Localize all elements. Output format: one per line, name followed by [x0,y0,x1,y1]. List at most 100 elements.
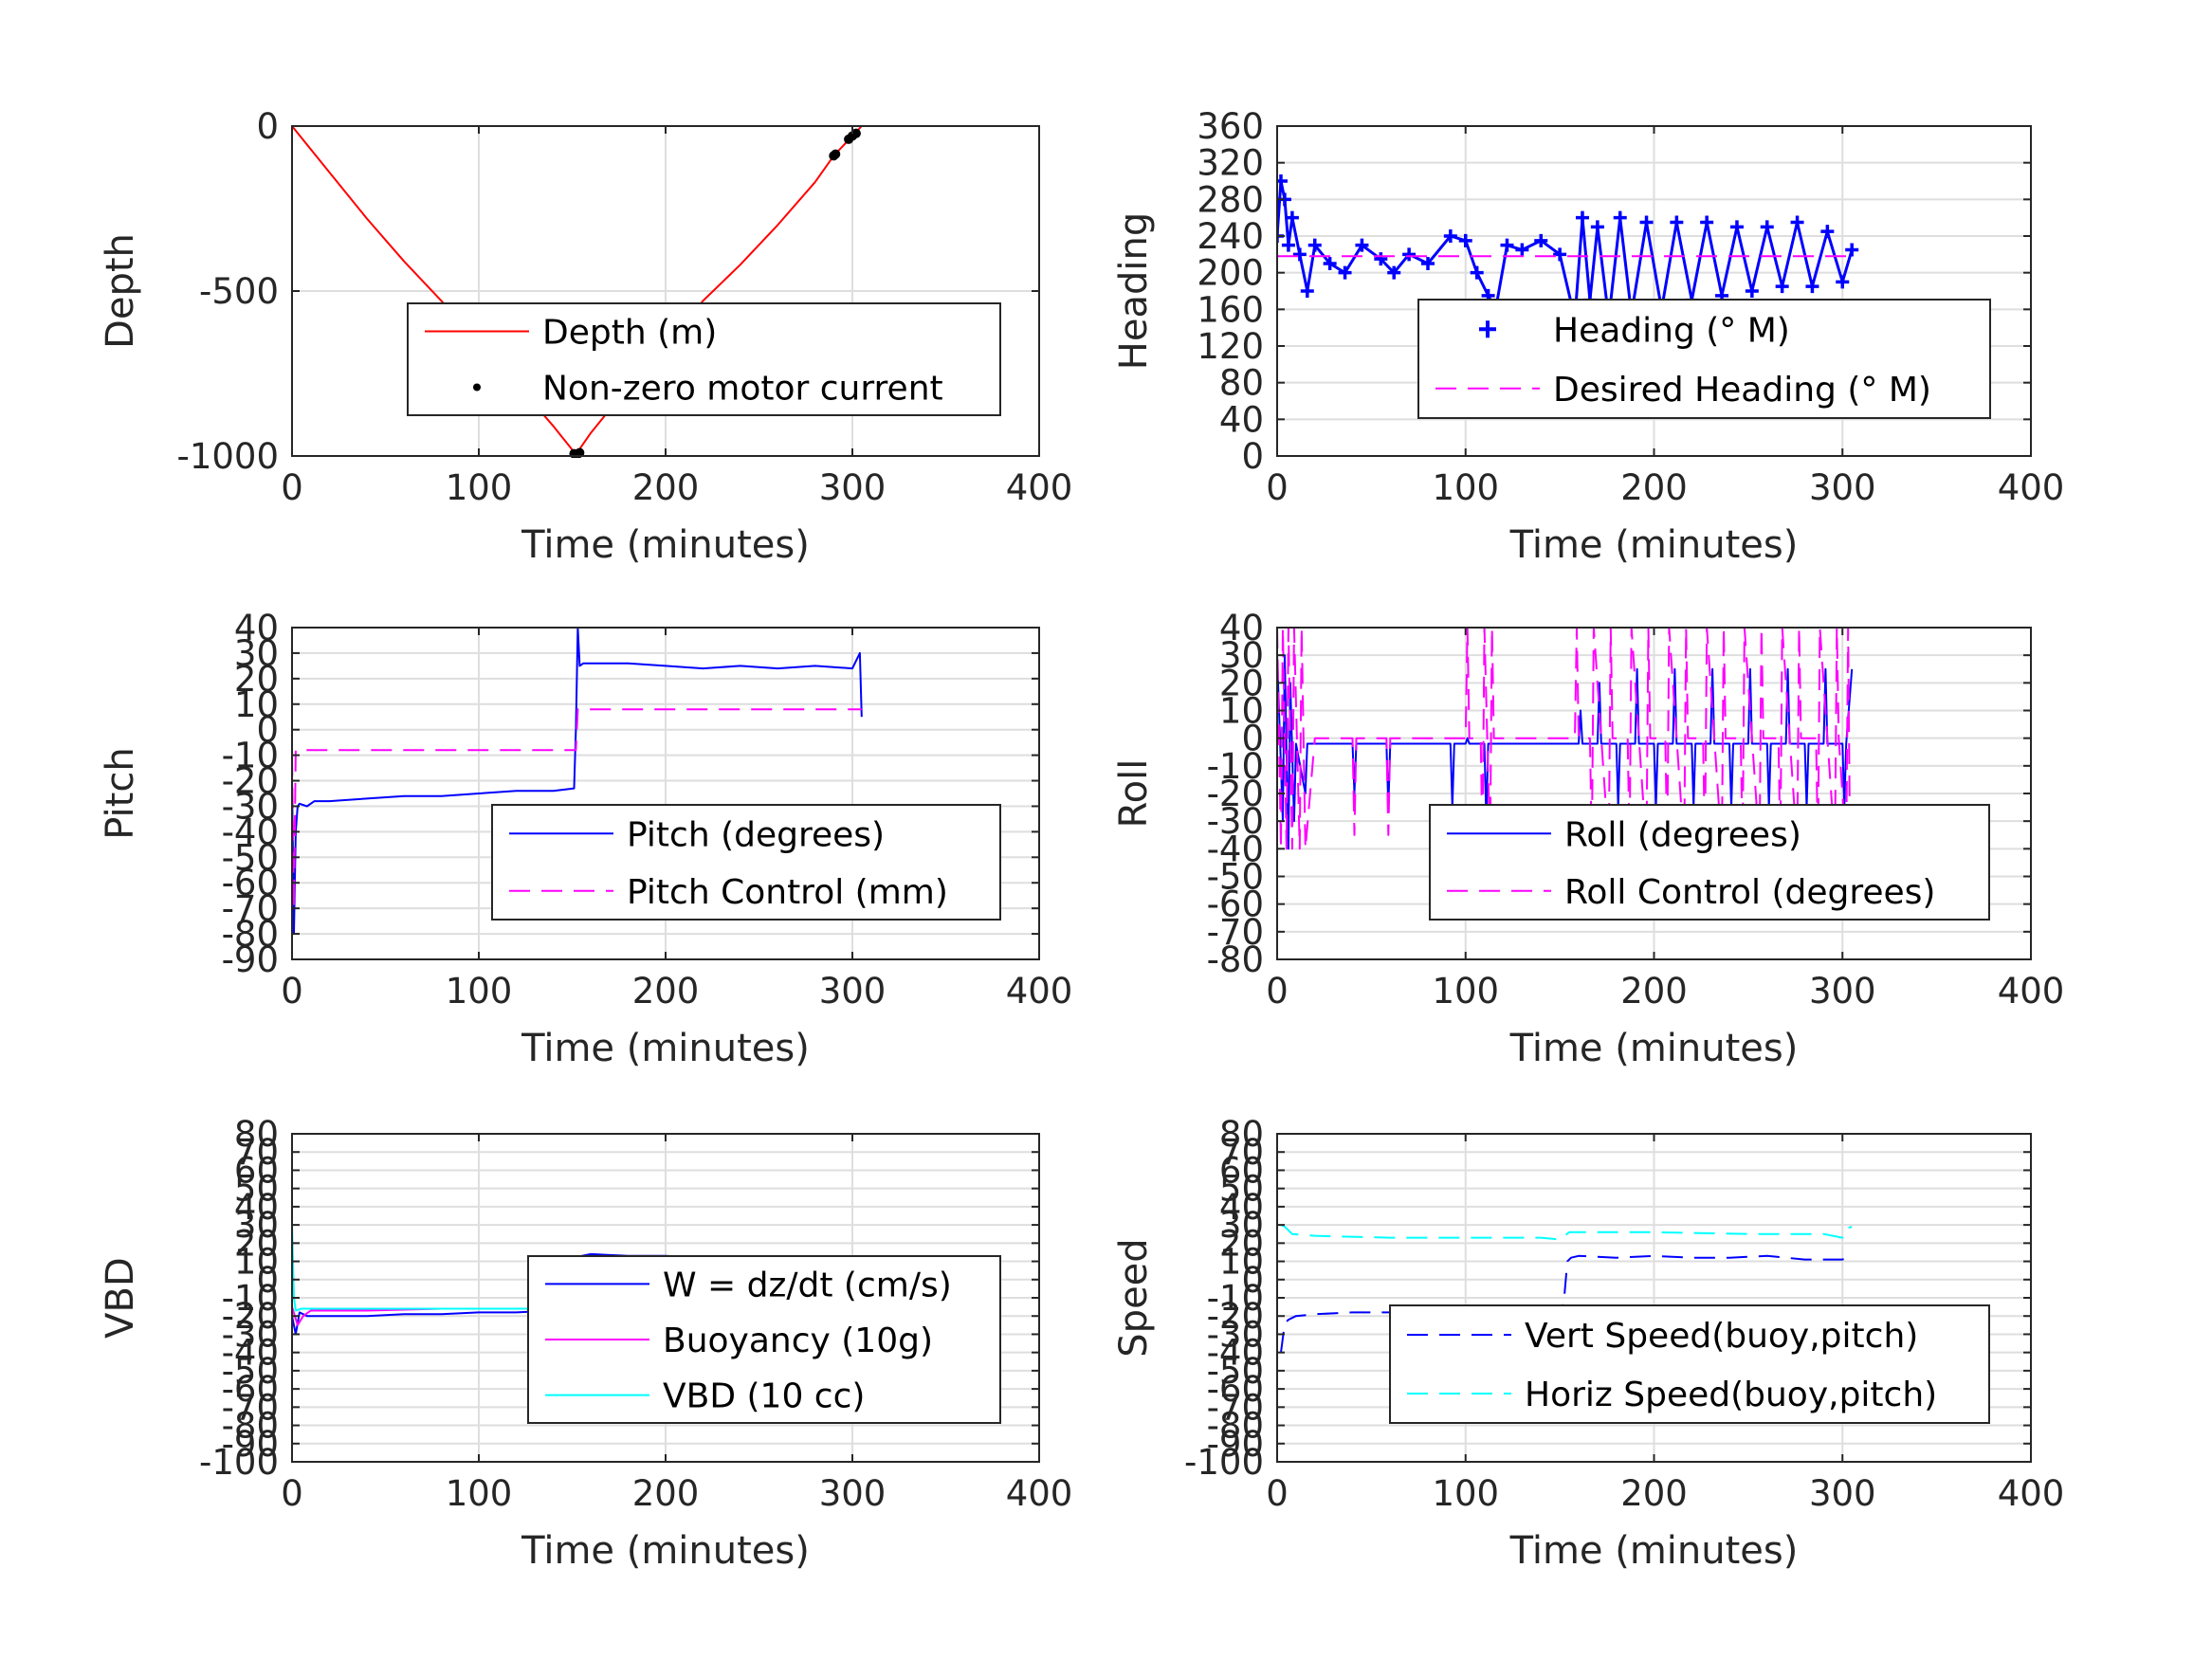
heading-ytick-label: 80 [1219,363,1264,404]
roll-xtick-label: 400 [1998,971,2065,1012]
speed-legend-label-1: Horiz Speed(buoy,pitch) [1525,1376,1937,1414]
heading-legend: Heading (° M) Desired Heading (° M) [1417,299,1991,419]
roll-series-0-line [1277,654,1854,850]
heading-series-0-marker [1639,215,1654,229]
roll-xtick-label: 200 [1620,971,1688,1012]
depth-xtick-label: 300 [819,467,887,508]
speed-series-1-line [1280,1224,1853,1241]
pitch-ytick-label: 0 [256,710,279,751]
heading-series-0-marker [1338,265,1352,280]
heading-series-0-marker [1387,265,1401,280]
roll-ytick-label: -20 [1207,774,1264,814]
heading-series-0-line [1277,180,1854,319]
heading-series-0-marker [1307,238,1322,252]
heading-series-0-marker [1575,210,1589,225]
roll-ytick-label: -10 [1207,746,1264,787]
speed-ytick-label: 0 [1241,1260,1264,1301]
heading-series-0-marker [1845,243,1859,257]
pitch-ytick-label: 10 [234,684,279,725]
heading-series-0-marker [1355,238,1369,252]
vbd-xtick-label: 200 [632,1473,700,1514]
heading-ytick-label: 0 [1241,436,1264,477]
depth-ytick-label: 0 [256,106,279,147]
heading-ylabel: Heading [1112,212,1156,370]
roll-data [1277,627,1854,850]
speed-xtick-label: 0 [1266,1473,1289,1514]
heading-series-0-marker [1836,275,1850,289]
pitch-ytick-label: -60 [222,863,279,903]
vbd-legend-label-1: Buoyancy (10g) [663,1322,933,1360]
heading-ytick-label: 280 [1197,179,1264,220]
heading-ytick-label: 40 [1219,399,1264,440]
pitch-legend-box [491,804,1001,921]
speed-ytick-label: -10 [1207,1278,1264,1319]
heading-xlabel: Time (minutes) [1509,523,1799,567]
speed-ytick-label: 80 [1219,1114,1264,1155]
speed-ylabel: Speed [1112,1238,1156,1357]
speed-ytick-label: -40 [1207,1333,1264,1374]
depth-series-1-point [831,149,841,159]
speed-xtick-label: 200 [1620,1473,1688,1514]
pitch-ytick-label: -20 [222,761,279,802]
heading-xtick-label: 300 [1809,467,1876,508]
heading-legend-label-1: Desired Heading (° M) [1553,371,1931,410]
pitch-xtick-label: 300 [819,971,887,1012]
speed-ytick-label: 60 [1219,1150,1264,1191]
speed-ytick-label: -50 [1207,1351,1264,1392]
depth-legend: Depth (m) Non-zero motor current [407,302,1001,416]
roll-ytick-label: 30 [1219,635,1264,676]
heading-xtick-label: 200 [1620,467,1688,508]
pitch-data [292,627,863,936]
roll-xtick-label: 100 [1432,971,1499,1012]
roll-ytick-label: -40 [1207,829,1264,869]
heading-series-0-marker [1323,257,1337,270]
roll-ytick-label: 10 [1219,691,1264,732]
pitch-ytick-label: -70 [222,888,279,929]
pitch-legend: Pitch (degrees) Pitch Control (mm) [491,804,1001,921]
heading-series-0-marker [1805,280,1819,294]
speed-axes: 0 100 200 300 40080706050403020100-10-20-30-… [1112,1114,2064,1573]
vbd-ytick-label: -90 [222,1424,279,1465]
pitch-ytick-label: -40 [222,811,279,852]
vbd-xtick-label: 300 [819,1473,887,1514]
pitch-ytick-label: 20 [234,659,279,700]
heading-series-0-marker [1613,210,1627,225]
roll-legend-box [1429,804,1990,921]
speed-legend: Vert Speed(buoy,pitch) Horiz Speed(buoy,p… [1389,1304,1990,1424]
heading-series-0-marker [1729,220,1744,234]
speed-ytick-label: 20 [1219,1223,1264,1264]
pitch-xtick-label: 400 [1006,971,1073,1012]
vbd-ytick-label: -80 [222,1406,279,1447]
heading-ytick-label: 240 [1197,216,1264,257]
speed-legend-label-0: Vert Speed(buoy,pitch) [1525,1317,1918,1356]
vbd-ytick-label: 60 [234,1150,279,1191]
vbd-xlabel: Time (minutes) [521,1529,810,1573]
vbd-ytick-label: 0 [256,1260,279,1301]
speed-ytick-label: -30 [1207,1314,1264,1355]
vbd-ytick-label: 70 [234,1132,279,1173]
pitch-series-0-line [292,627,863,936]
vbd-ytick-label: 50 [234,1169,279,1210]
vbd-ylabel: VBD [99,1257,142,1339]
pitch-legend-label-1: Pitch Control (mm) [627,873,948,912]
pitch-xtick-label: 0 [281,971,303,1012]
heading-xtick-label: 400 [1998,467,2065,508]
pitch-ytick-label: -90 [222,939,279,980]
roll-ytick-label: -80 [1207,939,1264,980]
heading-series-0-marker [1281,238,1295,252]
heading-series-0-marker [1775,280,1789,294]
heading-legend-label-0: Heading (° M) [1553,311,1790,350]
vbd-xtick-label: 0 [281,1473,303,1514]
heading-series-0-marker [1300,284,1314,298]
vbd-ytick-label: -70 [222,1387,279,1428]
depth-ylabel: Depth [99,233,142,349]
heading-series-0-marker [1470,265,1484,280]
speed-ytick-label: 70 [1219,1132,1264,1173]
pitch-xtick-label: 100 [446,971,513,1012]
heading-series-0-marker [1515,243,1529,257]
depth-legend-box [407,302,1001,416]
heading-series-0-marker [1590,220,1604,234]
heading-ytick-label: 360 [1197,106,1264,147]
speed-ytick-label: -70 [1207,1387,1264,1428]
